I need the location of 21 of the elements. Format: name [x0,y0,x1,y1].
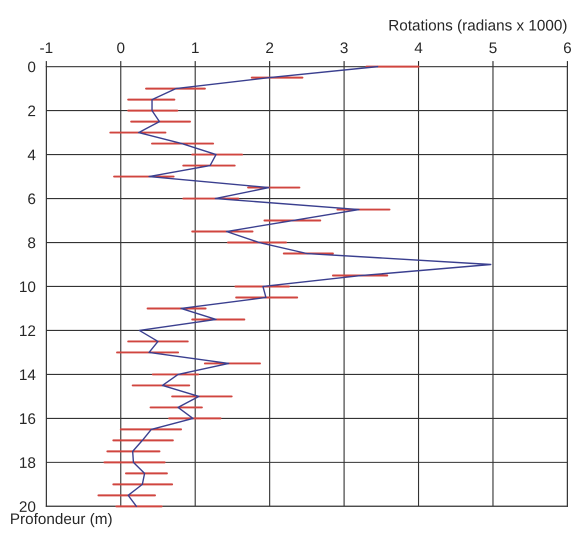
y-tick-label: 18 [20,457,36,468]
y-tick-label: 16 [20,413,36,424]
x-tick-label: 0 [117,42,124,54]
x-tick-label: 6 [564,42,571,54]
y-tick-label: 0 [28,61,36,72]
x-axis-title: Rotations (radians x 1000) [390,19,566,34]
y-tick-label: 2 [28,105,36,116]
y-tick-label: 12 [20,325,36,336]
y-tick-label: 20 [20,501,36,512]
x-tick-label: 3 [340,42,348,54]
y-tick-label: 6 [28,193,36,204]
x-tick-label: -1 [40,42,52,54]
y-tick-label: 10 [20,281,36,292]
x-tick-label: 4 [414,42,422,54]
x-tick-label: 5 [489,42,497,54]
x-tick-label: 1 [192,42,199,54]
y-tick-label: 14 [20,369,36,380]
y-tick-label: 4 [28,150,36,160]
y-axis-title: Profondeur (m) [11,512,112,528]
y-tick-label: 8 [28,237,36,248]
x-tick-label: 2 [266,42,274,54]
